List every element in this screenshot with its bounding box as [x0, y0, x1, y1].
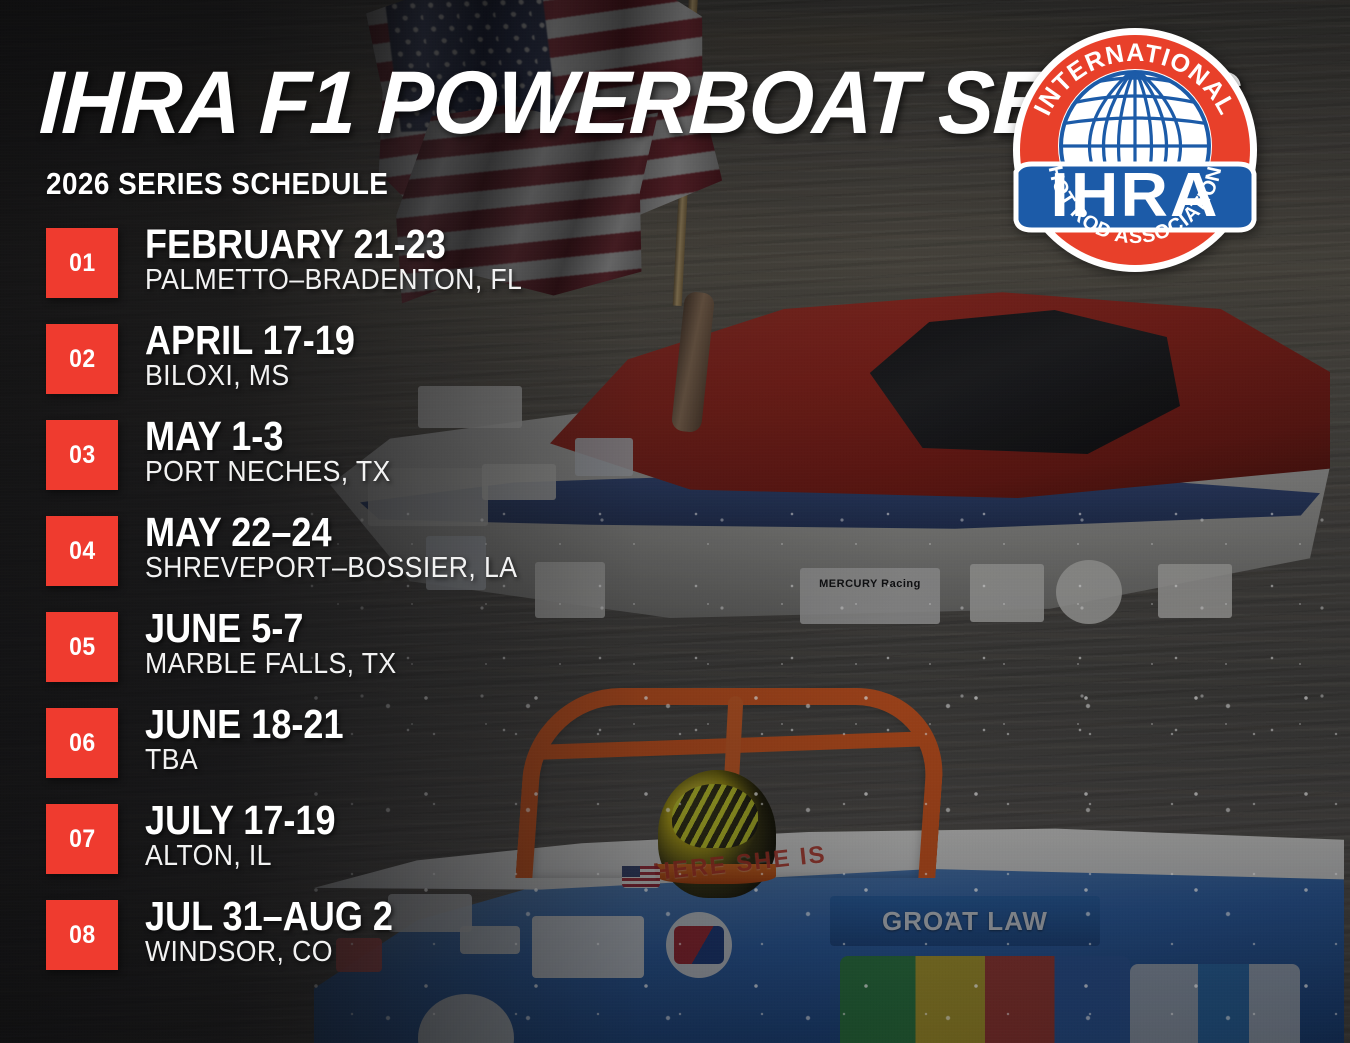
round-number: 07: [68, 824, 96, 853]
round-badge: 04: [46, 516, 118, 586]
event-place: TBA: [145, 743, 199, 776]
round-badge: 07: [46, 804, 118, 874]
event-place: WINDSOR, CO: [145, 935, 333, 968]
event-date: JUNE 5-7: [145, 605, 304, 651]
round-number: 02: [68, 344, 96, 373]
event-place: ALTON, IL: [145, 839, 272, 872]
event-place: MARBLE FALLS, TX: [145, 647, 397, 680]
round-number: 05: [68, 632, 96, 661]
event-date: APRIL 17-19: [145, 317, 355, 363]
round-number: 04: [68, 536, 96, 565]
round-badge: 06: [46, 708, 118, 778]
row-text: MAY 1-3 PORT NECHES, TX: [145, 413, 412, 488]
row-text: MAY 22–24 SHREVEPORT–BOSSIER, LA: [145, 509, 550, 584]
schedule-row[interactable]: 07 JULY 17-19 ALTON, IL: [46, 799, 606, 900]
round-badge: 03: [46, 420, 118, 490]
ihra-wordmark: IHRA: [1051, 160, 1220, 230]
schedule-row[interactable]: 06 JUNE 18-21 TBA: [46, 703, 606, 804]
schedule-row[interactable]: 04 MAY 22–24 SHREVEPORT–BOSSIER, LA: [46, 511, 606, 612]
row-text: APRIL 17-19 BILOXI, MS: [145, 317, 384, 392]
schedule-row[interactable]: 02 APRIL 17-19 BILOXI, MS: [46, 319, 606, 420]
round-badge: 02: [46, 324, 118, 394]
round-badge: 08: [46, 900, 118, 970]
schedule-row[interactable]: 05 JUNE 5-7 MARBLE FALLS, TX: [46, 607, 606, 708]
round-number: 01: [68, 248, 96, 277]
schedule-row[interactable]: 03 MAY 1-3 PORT NECHES, TX: [46, 415, 606, 516]
row-text: JUNE 18-21 TBA: [145, 701, 371, 776]
round-badge: 05: [46, 612, 118, 682]
event-place: BILOXI, MS: [145, 359, 290, 392]
event-date: MAY 1-3: [145, 413, 284, 459]
row-text: FEBRUARY 21-23 PALMETTO–BRADENTON, FL: [145, 221, 555, 296]
row-text: JUL 31–AUG 2 WINDSOR, CO: [145, 893, 427, 968]
round-number: 03: [68, 440, 96, 469]
row-text: JULY 17-19 ALTON, IL: [145, 797, 362, 872]
round-number: 06: [68, 728, 96, 757]
schedule-list: 01 FEBRUARY 21-23 PALMETTO–BRADENTON, FL…: [46, 223, 606, 996]
schedule-row[interactable]: 01 FEBRUARY 21-23 PALMETTO–BRADENTON, FL: [46, 223, 606, 324]
round-badge: 01: [46, 228, 118, 298]
event-date: JUNE 18-21: [145, 701, 344, 747]
round-number: 08: [68, 920, 96, 949]
event-place: PALMETTO–BRADENTON, FL: [145, 263, 523, 296]
row-text: JUNE 5-7 MARBLE FALLS, TX: [145, 605, 418, 680]
schedule-row[interactable]: 08 JUL 31–AUG 2 WINDSOR, CO: [46, 895, 606, 996]
event-date: FEBRUARY 21-23: [145, 221, 446, 267]
ihra-logo[interactable]: IHRA INTERNATIONAL HOT ROD ASSOCIATION: [1010, 24, 1260, 276]
event-place: SHREVEPORT–BOSSIER, LA: [145, 551, 518, 584]
page-subtitle: 2026 SERIES SCHEDULE: [46, 166, 389, 201]
event-date: JULY 17-19: [145, 797, 336, 843]
event-place: PORT NECHES, TX: [145, 455, 391, 488]
event-date: MAY 22–24: [145, 509, 332, 555]
event-date: JUL 31–AUG 2: [145, 893, 394, 939]
